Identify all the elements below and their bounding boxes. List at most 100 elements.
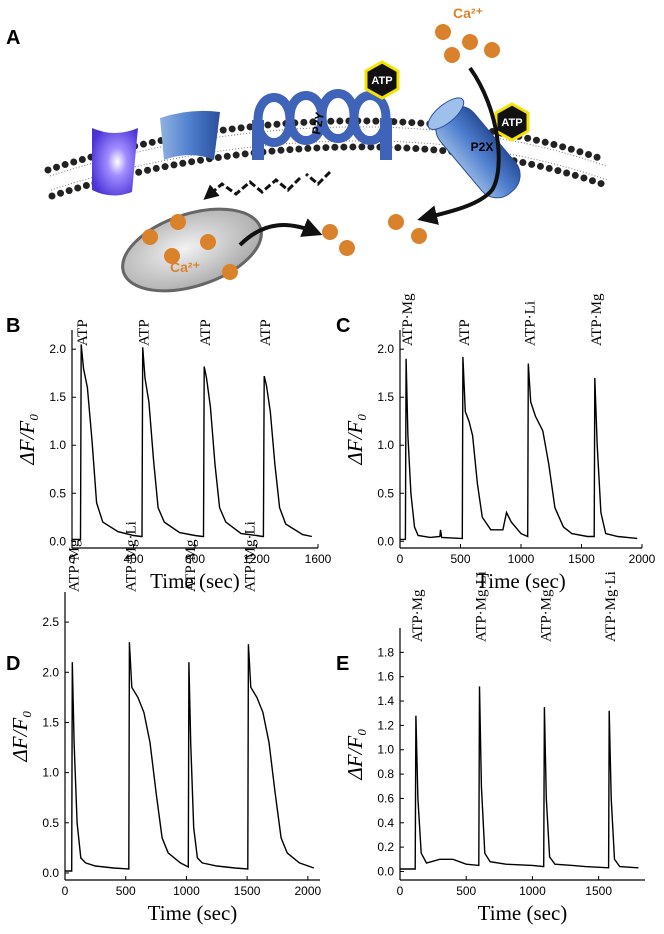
trace xyxy=(65,642,315,872)
x-axis-label: Time (sec) xyxy=(476,569,566,593)
x-tick-label: 500 xyxy=(116,884,136,898)
panel-label: B xyxy=(6,315,20,337)
annotation: ATP·Mg·Li xyxy=(242,521,258,592)
x-tick-label: 1500 xyxy=(234,884,261,898)
x-tick-label: 1500 xyxy=(585,884,612,898)
x-tick-label: 0 xyxy=(62,884,69,898)
annotation: ATP·Mg·Li xyxy=(473,571,489,642)
y-tick-label: 1.5 xyxy=(49,390,66,404)
x-axis-label: Time (sec) xyxy=(148,901,238,925)
y-tick-label: 0.0 xyxy=(377,534,394,548)
annotation: ATP·Li xyxy=(522,301,538,346)
annotation: ATP xyxy=(258,319,274,346)
trace xyxy=(72,344,313,541)
panel-label: E xyxy=(336,653,349,675)
x-tick-label: 1500 xyxy=(568,552,595,566)
atp-hexagon xyxy=(364,60,400,100)
x-tick-label: 0 xyxy=(397,552,404,566)
signal-arrow xyxy=(305,170,332,187)
annotation: ATP·Mg·Li xyxy=(603,571,619,642)
chart: E 0 500 1000 1500 0.0 0.2 0.4 0.6 0.8 1.0 1.2 1.4 1.6… xyxy=(336,571,645,925)
annotation: ATP·Mg xyxy=(66,539,82,592)
y-tick-label: 1.2 xyxy=(377,718,394,732)
x-tick-label: 2000 xyxy=(629,552,656,566)
annotation: ATP·Mg xyxy=(400,293,416,346)
x-tick-label: 0 xyxy=(397,884,404,898)
atp-hexagon xyxy=(494,102,530,142)
diagram: A P2Y ATP P2X ATP Ca xyxy=(6,5,612,293)
receptor-label: P2Y xyxy=(309,111,327,136)
y-axis-label: ΔF/F₀ xyxy=(15,413,39,465)
trace xyxy=(400,356,638,541)
trace xyxy=(400,686,639,870)
chart: B 0 400 800 1200 1600 0.0 0.5 1.0 1.5 2.0 Time (sec… xyxy=(6,315,332,593)
y-tick-label: 0.0 xyxy=(42,866,59,880)
x-tick-label: 400 xyxy=(123,552,143,566)
annotation: ATP xyxy=(75,319,91,346)
x-tick-label: 1200 xyxy=(243,552,270,566)
y-tick-label: 0.5 xyxy=(42,816,59,830)
annotation: ATP·Mg xyxy=(538,589,554,642)
y-tick-label: 1.0 xyxy=(49,438,66,452)
annotation: ATP·Mg·Li xyxy=(123,521,139,592)
y-tick-label: 1.0 xyxy=(377,438,394,452)
x-tick-label: 1000 xyxy=(508,552,535,566)
x-tick-label: 0 xyxy=(69,552,76,566)
y-tick-label: 1.5 xyxy=(377,390,394,404)
annotation: ATP·Mg xyxy=(183,539,199,592)
atp-label: ATP xyxy=(371,75,392,87)
x-tick-label: 1600 xyxy=(305,552,332,566)
annotation: ATP xyxy=(137,319,153,346)
calcium-ions xyxy=(142,24,500,280)
x-tick-label: 1000 xyxy=(173,884,200,898)
y-tick-label: 0.0 xyxy=(377,864,394,878)
y-tick-label: 0.8 xyxy=(377,767,394,781)
y-tick-label: 1.0 xyxy=(42,766,59,780)
y-tick-label: 2.0 xyxy=(42,665,59,679)
y-axis-label: ΔF/F₀ xyxy=(343,413,367,465)
x-tick-label: 1000 xyxy=(519,884,546,898)
signal-arrow xyxy=(203,176,302,200)
membrane-tails xyxy=(49,126,608,191)
y-tick-label: 0.2 xyxy=(377,840,394,854)
y-tick-label: 0.0 xyxy=(49,534,66,548)
x-tick-label: 500 xyxy=(450,552,470,566)
y-tick-label: 0.5 xyxy=(49,486,66,500)
channel xyxy=(92,128,138,196)
p2y-receptor xyxy=(252,89,392,160)
er-store xyxy=(121,207,263,293)
panel-label: D xyxy=(6,653,20,675)
x-tick-label: 500 xyxy=(456,884,476,898)
y-tick-label: 0.6 xyxy=(377,791,394,805)
x-axis-label: Time (sec) xyxy=(150,569,240,593)
annotation: ATP xyxy=(198,319,214,346)
annotation: ATP·Mg xyxy=(410,589,426,642)
y-tick-label: 1.8 xyxy=(377,645,394,659)
calcium-label: Ca²⁺ xyxy=(170,259,200,275)
ion-arrow xyxy=(417,66,501,225)
annotation: ATP·Mg xyxy=(589,293,605,346)
y-tick-label: 1.4 xyxy=(377,694,394,708)
y-tick-label: 2.0 xyxy=(377,342,394,356)
x-axis-label: Time (sec) xyxy=(478,901,568,925)
y-tick-label: 1.6 xyxy=(377,670,394,684)
y-tick-label: 2.0 xyxy=(49,342,66,356)
y-tick-label: 0.5 xyxy=(377,486,394,500)
y-tick-label: 1.0 xyxy=(377,743,394,757)
panel-label: A xyxy=(6,27,20,49)
transporter xyxy=(160,110,220,160)
receptor-label: P2X xyxy=(471,140,494,154)
atp-label: ATP xyxy=(501,117,522,129)
x-tick-label: 2000 xyxy=(295,884,322,898)
y-tick-label: 0.4 xyxy=(377,816,394,830)
calcium-label: Ca²⁺ xyxy=(453,5,483,21)
y-tick-label: 2.5 xyxy=(42,615,59,629)
annotation: ATP xyxy=(457,319,473,346)
panel-label: C xyxy=(336,315,350,337)
y-axis-label: ΔF/F₀ xyxy=(343,728,367,780)
chart: D 0 500 1000 1500 2000 0.0 0.5 1.0 1.5 2.0 2.5 Time … xyxy=(6,521,322,925)
y-tick-label: 1.5 xyxy=(42,715,59,729)
release-arrow xyxy=(238,218,323,247)
y-axis-label: ΔF/F₀ xyxy=(8,710,32,762)
